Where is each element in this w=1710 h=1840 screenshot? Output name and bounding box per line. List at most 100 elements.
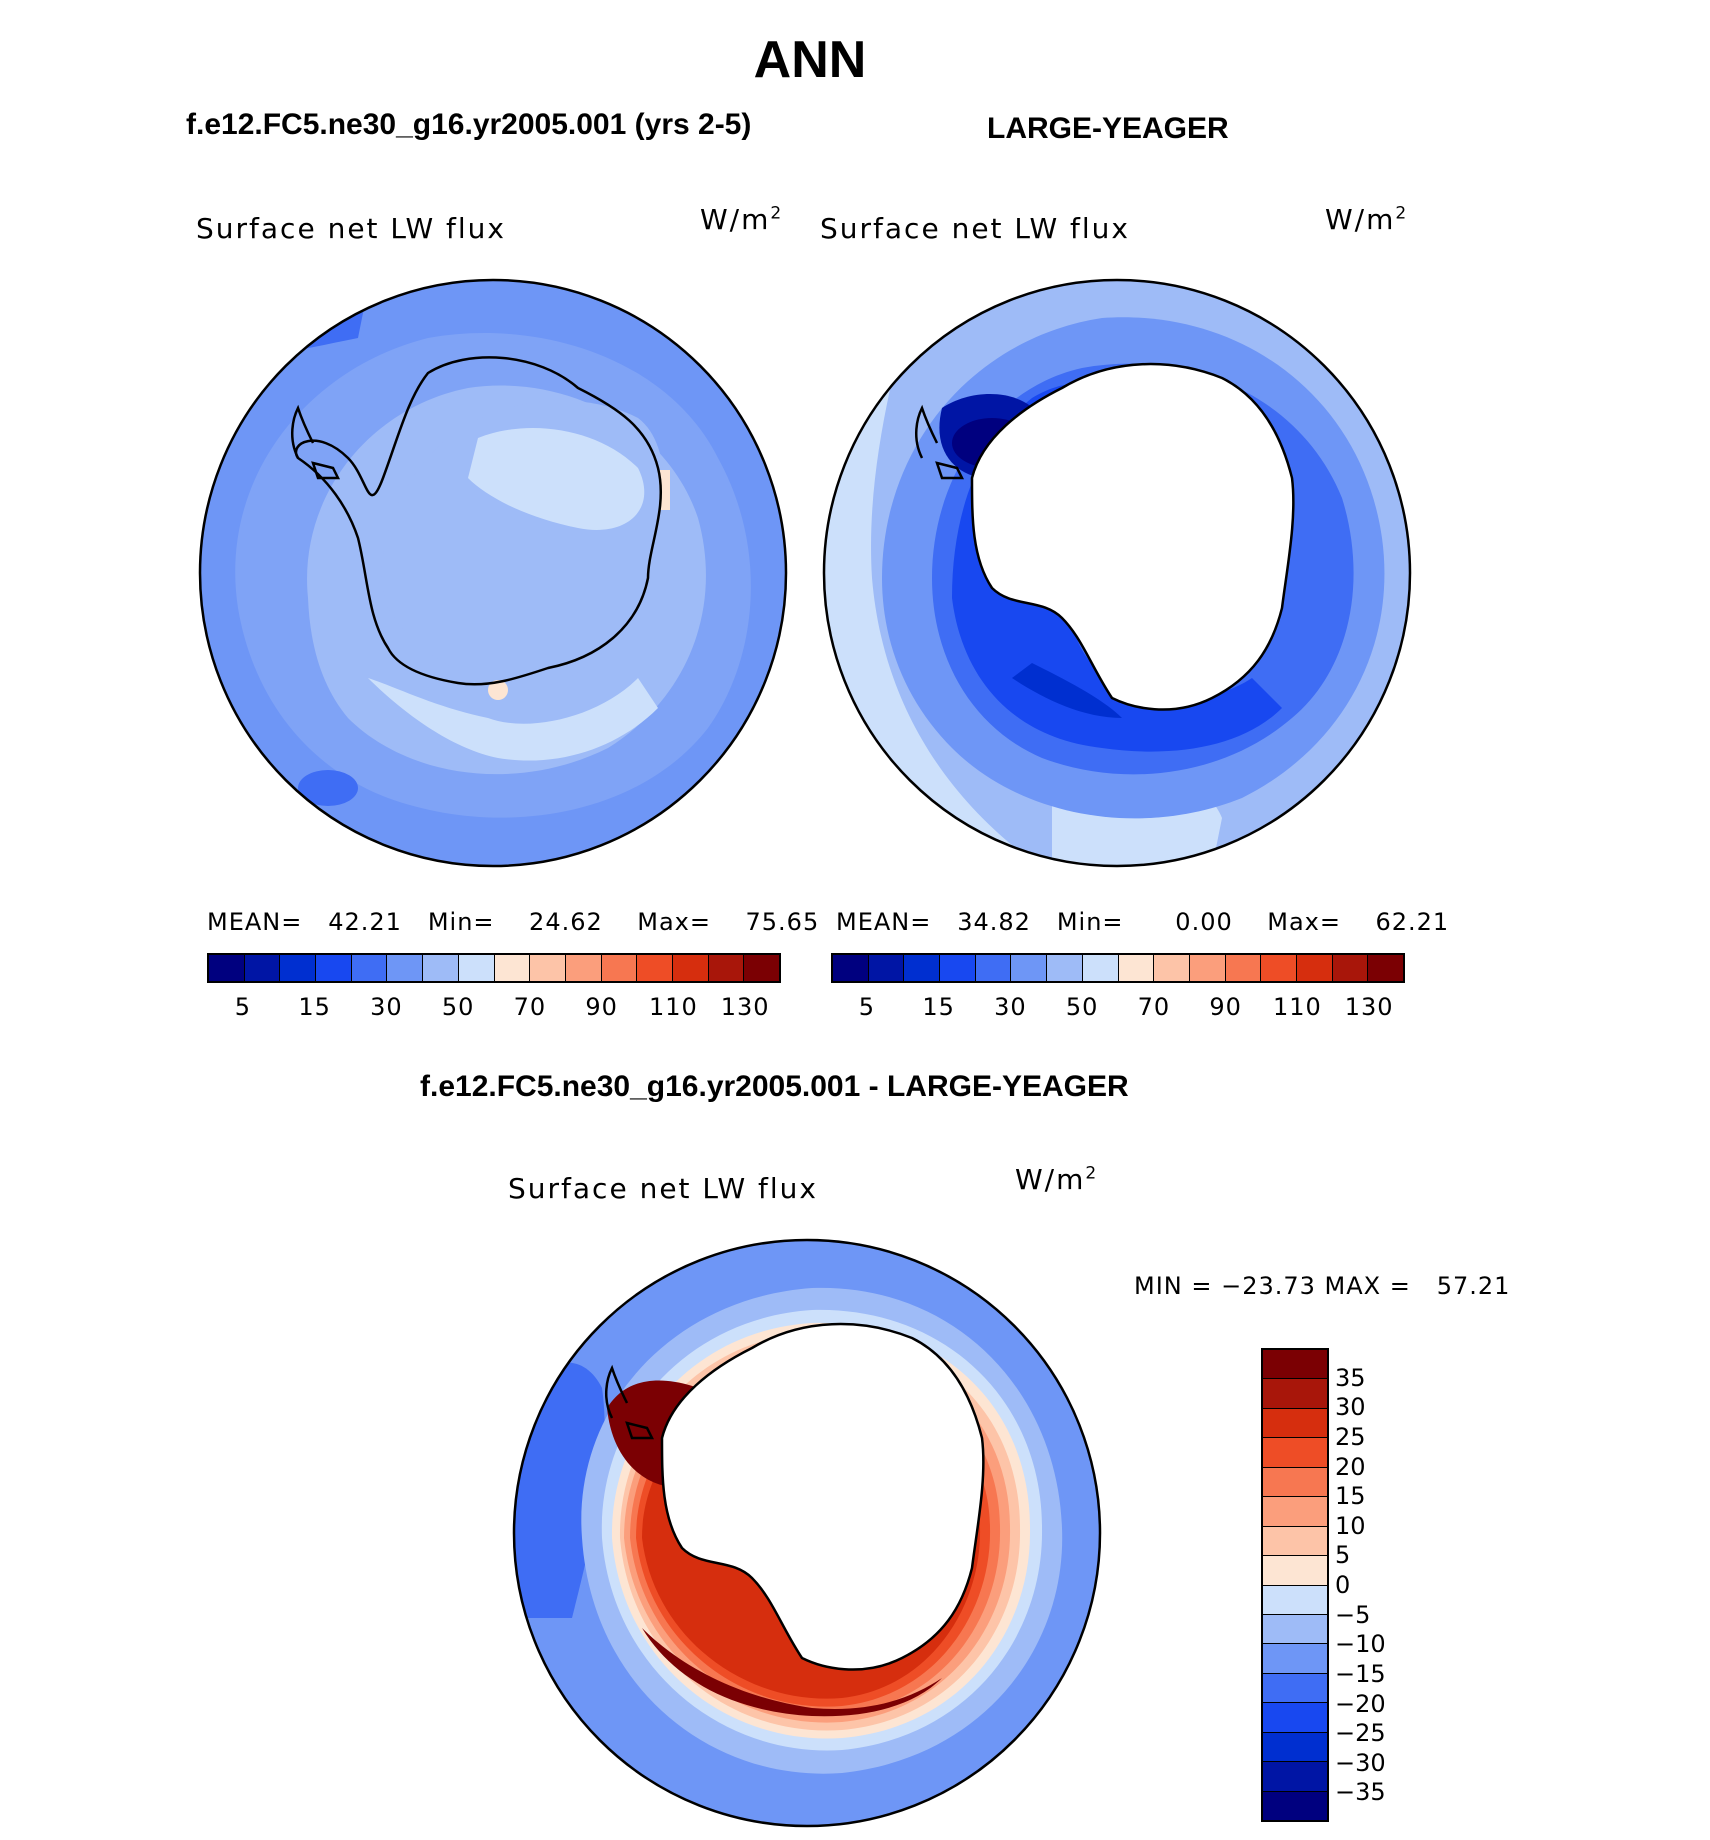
left-case-title: f.e12.FC5.ne30_g16.yr2005.001 (yrs 2-5): [186, 108, 752, 141]
colorbar-tick-label: 90: [1209, 993, 1242, 1021]
colorbar-swatch: [672, 955, 709, 981]
right-units-label: W/m2: [1325, 203, 1409, 236]
left-polar-map: [198, 278, 788, 868]
colorbar-swatch: [904, 955, 941, 981]
dark-patch: [298, 770, 358, 806]
colorbar-swatch: [1263, 1526, 1327, 1557]
colorbar-swatch: [1263, 1614, 1327, 1645]
colorbar-tick-label: −10: [1335, 1630, 1386, 1659]
colorbar-swatch: [316, 955, 352, 981]
colorbar-swatch: [868, 955, 905, 981]
colorbar-swatch: [1118, 955, 1155, 981]
warm-patch: [488, 680, 508, 700]
colorbar-tick-label: −25: [1335, 1719, 1386, 1748]
colorbar-tick-label: −15: [1335, 1659, 1386, 1688]
right-stats: MEAN= 34.82 Min= 0.00 Max= 62.21: [836, 908, 1450, 936]
colorbar-swatch: [1263, 1762, 1327, 1792]
colorbar-swatch: [1263, 1673, 1327, 1704]
colorbar-swatch: [601, 955, 638, 981]
colorbar-swatch: [1263, 1585, 1327, 1615]
colorbar-tick-label: 5: [858, 993, 876, 1021]
right-polar-map: [822, 278, 1412, 868]
colorbar-tick-label: 15: [922, 993, 955, 1021]
colorbar-swatch: [1368, 955, 1403, 981]
left-colorbar: [207, 953, 781, 983]
colorbar-tick-label: 5: [1335, 1541, 1351, 1570]
warm-patch: [660, 470, 670, 510]
colorbar-swatch: [244, 955, 281, 981]
colorbar-tick-label: 20: [1335, 1452, 1366, 1481]
colorbar-swatch: [565, 955, 602, 981]
colorbar-tick-label: 25: [1335, 1422, 1366, 1451]
colorbar-tick-label: 0: [1335, 1571, 1351, 1599]
colorbar-tick-label: −20: [1335, 1689, 1386, 1718]
colorbar-swatch: [423, 955, 459, 981]
colorbar-swatch: [1263, 1379, 1327, 1409]
colorbar-swatch: [458, 955, 495, 981]
colorbar-tick-label: 35: [1335, 1363, 1366, 1392]
colorbar-swatch: [1263, 1497, 1327, 1527]
colorbar-swatch: [1225, 955, 1262, 981]
peninsula-coastline: [915, 404, 965, 480]
colorbar-tick-label: 90: [585, 993, 618, 1021]
colorbar-tick-label: −5: [1335, 1600, 1371, 1629]
colorbar-swatch: [1189, 955, 1226, 981]
diff-variable-label: Surface net LW flux: [508, 1172, 818, 1205]
right-colorbar: [831, 953, 1405, 983]
plateau-light: [468, 428, 645, 530]
colorbar-tick-label: 70: [1137, 993, 1171, 1021]
colorbar-tick-label: 15: [298, 993, 331, 1021]
colorbar-swatch: [209, 955, 245, 981]
colorbar-tick-label: 30: [994, 993, 1027, 1021]
right-case-title: LARGE-YEAGER: [987, 112, 1229, 145]
masked-continent: [972, 364, 1294, 710]
colorbar-swatch: [1011, 955, 1048, 981]
peninsula-coastline: [291, 404, 341, 480]
colorbar-swatch: [387, 955, 424, 981]
colorbar-tick-label: 110: [1272, 993, 1322, 1021]
diff-polar-map: [512, 1238, 1102, 1828]
ice-shelf-light: [368, 678, 658, 761]
colorbar-swatch: [833, 955, 869, 981]
colorbar-tick-label: 30: [1335, 1393, 1366, 1422]
colorbar-swatch: [1154, 955, 1190, 981]
colorbar-swatch: [1263, 1438, 1327, 1468]
left-variable-label: Surface net LW flux: [196, 212, 506, 245]
colorbar-tick-label: 50: [1065, 993, 1099, 1021]
colorbar-tick-label: 10: [1335, 1511, 1366, 1540]
colorbar-swatch: [1261, 955, 1297, 981]
colorbar-tick-label: 5: [234, 993, 252, 1021]
diff-units-label: W/m2: [1015, 1163, 1099, 1196]
colorbar-swatch: [1263, 1703, 1327, 1733]
colorbar-swatch: [1263, 1556, 1327, 1586]
colorbar-tick-label: −35: [1335, 1778, 1386, 1807]
peninsula-coastline: [605, 1364, 655, 1440]
colorbar-swatch: [1263, 1791, 1327, 1820]
colorbar-tick-label: 50: [441, 993, 475, 1021]
colorbar-tick-label: 30: [370, 993, 403, 1021]
colorbar-swatch: [708, 955, 745, 981]
diff-colorbar: [1261, 1348, 1329, 1822]
colorbar-swatch: [744, 955, 779, 981]
colorbar-swatch: [1332, 955, 1369, 981]
coastline: [294, 356, 663, 686]
colorbar-swatch: [1082, 955, 1119, 981]
colorbar-swatch: [637, 955, 673, 981]
colorbar-tick-label: 15: [1335, 1482, 1366, 1511]
coastline: [660, 1322, 985, 1671]
colorbar-tick-label: −30: [1335, 1748, 1386, 1777]
colorbar-tick-label: 130: [1344, 993, 1394, 1021]
left-units-label: W/m2: [700, 203, 784, 236]
colorbar-swatch: [351, 955, 388, 981]
masked-continent: [662, 1324, 984, 1670]
colorbar-tick-label: 130: [720, 993, 770, 1021]
colorbar-swatch: [1263, 1350, 1327, 1380]
main-title: ANN: [753, 31, 867, 89]
right-variable-label: Surface net LW flux: [820, 212, 1130, 245]
darkest-patch: [1012, 663, 1122, 718]
colorbar-tick-label: 110: [648, 993, 698, 1021]
colorbar-swatch: [494, 955, 531, 981]
colorbar-swatch: [1263, 1644, 1327, 1674]
colorbar-swatch: [1263, 1732, 1327, 1763]
colorbar-swatch: [1263, 1408, 1327, 1439]
